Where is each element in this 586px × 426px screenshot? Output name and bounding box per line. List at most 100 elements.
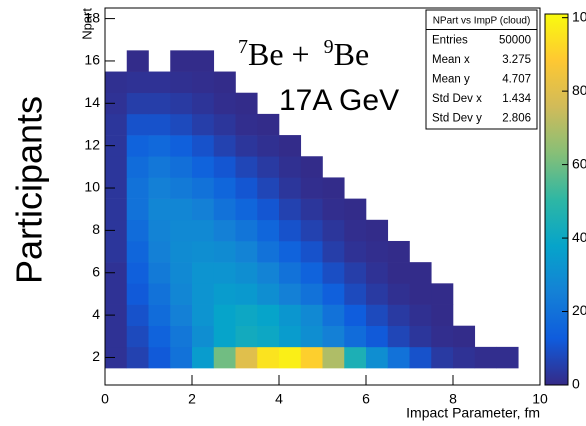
cell [497, 241, 519, 262]
stats-value: 4.707 [502, 73, 531, 85]
cell [475, 241, 497, 262]
cell [279, 325, 302, 348]
cell [235, 198, 258, 221]
stats-title: NPart vs ImpP (cloud) [433, 15, 531, 26]
energy-label: 17A GeV [279, 84, 399, 117]
cell [192, 283, 215, 305]
plot-frame [104, 7, 541, 386]
cell [300, 177, 323, 199]
y-tick-label: 2 [92, 348, 100, 364]
cell [366, 346, 389, 369]
cell [126, 50, 149, 72]
cell [105, 177, 128, 199]
cell [344, 346, 367, 369]
cell [344, 156, 366, 177]
cell [170, 304, 193, 326]
cell [410, 241, 432, 262]
cell [387, 346, 410, 369]
big-label: Participants [9, 96, 50, 284]
stats-label: Mean y [432, 73, 470, 85]
cell [257, 283, 280, 305]
cell [257, 240, 280, 263]
cell [170, 135, 193, 157]
cell [235, 177, 258, 199]
color-bar [544, 13, 569, 386]
cell [192, 135, 215, 157]
cell [344, 283, 367, 305]
cell [366, 219, 389, 242]
cell [148, 283, 171, 305]
cell [474, 346, 497, 369]
x-axis-label: Impact Parameter, fm [406, 405, 540, 421]
cell [213, 346, 236, 369]
cell [301, 114, 323, 135]
z-tick-label: 600 [572, 155, 586, 171]
cell [431, 177, 453, 198]
cell [126, 283, 149, 305]
cell [322, 325, 345, 348]
cell [257, 72, 279, 93]
cell [431, 220, 453, 241]
cell [475, 199, 497, 220]
x-tick-label: 6 [362, 391, 370, 407]
z-tick-label: 400 [572, 229, 586, 245]
cell [410, 156, 432, 177]
cell [497, 177, 519, 198]
cell [322, 198, 345, 221]
cell [148, 346, 171, 369]
cell [213, 325, 236, 348]
cell [344, 304, 367, 326]
cell [257, 304, 280, 326]
cell [170, 71, 193, 94]
cell [170, 177, 193, 199]
cell [105, 219, 128, 242]
cell [431, 304, 454, 326]
cell [170, 262, 193, 284]
cell [192, 92, 215, 115]
cell [192, 304, 215, 326]
cell [344, 114, 366, 135]
cell [213, 135, 236, 157]
cell [279, 198, 302, 221]
stats-value: 50000 [499, 34, 531, 46]
cell [149, 50, 171, 71]
cell [257, 219, 280, 242]
y-tick-label: 18 [84, 9, 100, 25]
cell [409, 304, 432, 326]
cell [300, 325, 323, 348]
x-tick-label: 2 [188, 391, 196, 407]
cell [475, 135, 497, 156]
x-tick-label: 0 [101, 391, 109, 407]
cell [388, 135, 410, 156]
x-tick-label: 4 [275, 391, 283, 407]
cell [105, 325, 128, 348]
cell [366, 304, 389, 326]
cell [323, 135, 345, 156]
cell [257, 262, 280, 284]
cell [170, 219, 193, 242]
cell [235, 92, 258, 115]
cell [213, 71, 236, 94]
cell [126, 304, 149, 326]
cell [126, 156, 149, 178]
cell [497, 326, 519, 347]
cell [235, 304, 258, 326]
y-tick-label: 14 [84, 94, 100, 110]
cell [126, 113, 149, 136]
cell [235, 346, 258, 369]
cell [409, 283, 432, 305]
cell [497, 305, 519, 326]
cell [344, 177, 366, 198]
cell [235, 135, 258, 157]
cell [279, 240, 302, 263]
cell [300, 219, 323, 242]
cell [431, 135, 453, 156]
stats-label: Std Dev x [432, 93, 482, 105]
z-tick-label: 200 [572, 302, 586, 318]
cell [148, 177, 171, 199]
cell [388, 156, 410, 177]
cell [105, 156, 128, 178]
cell [453, 135, 475, 156]
cell [235, 283, 258, 305]
